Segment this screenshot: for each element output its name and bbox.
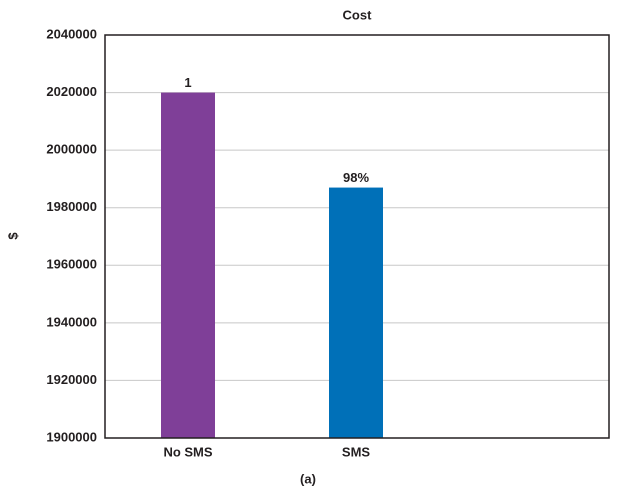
chart-title: Cost xyxy=(343,7,373,22)
y-tick-label: 2020000 xyxy=(46,84,97,99)
bar xyxy=(161,92,215,439)
x-tick-label: No SMS xyxy=(163,444,212,459)
y-tick-label: 1960000 xyxy=(46,257,97,272)
caption: (a) xyxy=(300,471,316,486)
y-tick-label: 2040000 xyxy=(46,26,97,41)
value-label: 1 xyxy=(184,75,191,90)
value-label: 98% xyxy=(343,170,369,185)
bar xyxy=(329,187,383,438)
y-tick-label: 1980000 xyxy=(46,199,97,214)
y-axis-label: $ xyxy=(5,232,20,240)
y-tick-label: 1940000 xyxy=(46,314,97,329)
y-tick-label: 1900000 xyxy=(46,429,97,444)
y-tick-label: 2000000 xyxy=(46,142,97,157)
x-tick-label: SMS xyxy=(342,444,371,459)
y-tick-label: 1920000 xyxy=(46,372,97,387)
plot-frame xyxy=(104,34,610,439)
